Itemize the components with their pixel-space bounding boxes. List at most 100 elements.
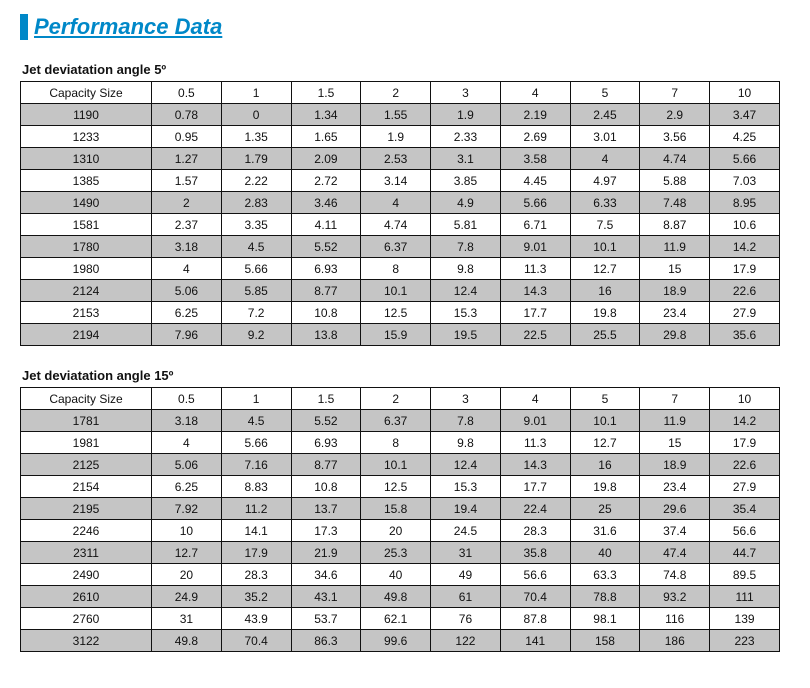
table-row: 27603143.953.762.17687.898.1116139 bbox=[21, 608, 780, 630]
table-cell: 2760 bbox=[21, 608, 152, 630]
table-cell: 3.14 bbox=[361, 170, 431, 192]
table-cell: 25.5 bbox=[570, 324, 640, 346]
table-cell: 35.2 bbox=[221, 586, 291, 608]
table-cell: 63.3 bbox=[570, 564, 640, 586]
table-cell: 1385 bbox=[21, 170, 152, 192]
table-cell: 2194 bbox=[21, 324, 152, 346]
table-cell: 10.1 bbox=[361, 280, 431, 302]
table-cell: 20 bbox=[361, 520, 431, 542]
table-cell: 11.9 bbox=[640, 236, 710, 258]
table-cell: 2.45 bbox=[570, 104, 640, 126]
table-cell: 12.4 bbox=[431, 454, 501, 476]
table-cell: 29.6 bbox=[640, 498, 710, 520]
table-cell: 8.87 bbox=[640, 214, 710, 236]
table-cell: 5.85 bbox=[221, 280, 291, 302]
table-cell: 1581 bbox=[21, 214, 152, 236]
column-header: 10 bbox=[710, 388, 780, 410]
table-label: Jet deviatation angle 15º bbox=[22, 368, 790, 383]
table-cell: 12.5 bbox=[361, 302, 431, 324]
table-cell: 49 bbox=[431, 564, 501, 586]
table-cell: 139 bbox=[710, 608, 780, 630]
table-cell: 23.4 bbox=[640, 476, 710, 498]
table-row: 12330.951.351.651.92.332.693.013.564.25 bbox=[21, 126, 780, 148]
table-cell: 17.7 bbox=[500, 302, 570, 324]
table-cell: 17.7 bbox=[500, 476, 570, 498]
table-cell: 2124 bbox=[21, 280, 152, 302]
table-cell: 10.8 bbox=[291, 302, 361, 324]
table-cell: 2154 bbox=[21, 476, 152, 498]
table-cell: 22.6 bbox=[710, 280, 780, 302]
table-cell: 5.66 bbox=[221, 258, 291, 280]
table-cell: 56.6 bbox=[500, 564, 570, 586]
table-cell: 49.8 bbox=[152, 630, 222, 652]
table-cell: 3.47 bbox=[710, 104, 780, 126]
table-cell: 4.9 bbox=[431, 192, 501, 214]
table-cell: 4.5 bbox=[221, 236, 291, 258]
table-cell: 22.5 bbox=[500, 324, 570, 346]
table-cell: 8.83 bbox=[221, 476, 291, 498]
table-cell: 1780 bbox=[21, 236, 152, 258]
table-row: 21947.969.213.815.919.522.525.529.835.6 bbox=[21, 324, 780, 346]
table-cell: 1.9 bbox=[361, 126, 431, 148]
table-cell: 70.4 bbox=[221, 630, 291, 652]
table-cell: 7.8 bbox=[431, 410, 501, 432]
table-cell: 8.77 bbox=[291, 280, 361, 302]
table-cell: 87.8 bbox=[500, 608, 570, 630]
table-cell: 6.25 bbox=[152, 302, 222, 324]
table-cell: 47.4 bbox=[640, 542, 710, 564]
table-cell: 8.77 bbox=[291, 454, 361, 476]
table-cell: 19.8 bbox=[570, 302, 640, 324]
table-row: 21255.067.168.7710.112.414.31618.922.6 bbox=[21, 454, 780, 476]
table-cell: 27.9 bbox=[710, 476, 780, 498]
table-cell: 17.3 bbox=[291, 520, 361, 542]
table-cell: 2.33 bbox=[431, 126, 501, 148]
table-cell: 13.8 bbox=[291, 324, 361, 346]
table-cell: 18.9 bbox=[640, 280, 710, 302]
table-cell: 3.18 bbox=[152, 410, 222, 432]
table-cell: 35.8 bbox=[500, 542, 570, 564]
table-cell: 43.1 bbox=[291, 586, 361, 608]
table-cell: 11.9 bbox=[640, 410, 710, 432]
table-cell: 158 bbox=[570, 630, 640, 652]
table-cell: 1.27 bbox=[152, 148, 222, 170]
table-row: 21245.065.858.7710.112.414.31618.922.6 bbox=[21, 280, 780, 302]
table-cell: 5.81 bbox=[431, 214, 501, 236]
table-cell: 19.4 bbox=[431, 498, 501, 520]
table-cell: 99.6 bbox=[361, 630, 431, 652]
table-cell: 28.3 bbox=[500, 520, 570, 542]
table-cell: 16 bbox=[570, 280, 640, 302]
column-header: 1.5 bbox=[291, 82, 361, 104]
table-cell: 74.8 bbox=[640, 564, 710, 586]
table-cell: 4 bbox=[570, 148, 640, 170]
column-header: 3 bbox=[431, 388, 501, 410]
column-header: 1.5 bbox=[291, 388, 361, 410]
table-cell: 2195 bbox=[21, 498, 152, 520]
table-cell: 7.48 bbox=[640, 192, 710, 214]
table-cell: 44.7 bbox=[710, 542, 780, 564]
table-cell: 17.9 bbox=[710, 432, 780, 454]
table-cell: 25.3 bbox=[361, 542, 431, 564]
table-row: 11900.7801.341.551.92.192.452.93.47 bbox=[21, 104, 780, 126]
table-cell: 31 bbox=[431, 542, 501, 564]
table-row: 231112.717.921.925.33135.84047.444.7 bbox=[21, 542, 780, 564]
table-cell: 9.8 bbox=[431, 432, 501, 454]
table-cell: 40 bbox=[570, 542, 640, 564]
table-cell: 25 bbox=[570, 498, 640, 520]
table-cell: 2153 bbox=[21, 302, 152, 324]
table-cell: 53.7 bbox=[291, 608, 361, 630]
table-row: 21546.258.8310.812.515.317.719.823.427.9 bbox=[21, 476, 780, 498]
table-cell: 11.2 bbox=[221, 498, 291, 520]
table-cell: 2490 bbox=[21, 564, 152, 586]
table-label: Jet deviatation angle 5º bbox=[22, 62, 790, 77]
table-cell: 2.22 bbox=[221, 170, 291, 192]
table-cell: 62.1 bbox=[361, 608, 431, 630]
table-cell: 4.74 bbox=[361, 214, 431, 236]
table-cell: 6.37 bbox=[361, 410, 431, 432]
column-header: 0.5 bbox=[152, 388, 222, 410]
table-cell: 2246 bbox=[21, 520, 152, 542]
table-cell: 2.69 bbox=[500, 126, 570, 148]
table-cell: 8 bbox=[361, 432, 431, 454]
column-header: 2 bbox=[361, 388, 431, 410]
column-header: 0.5 bbox=[152, 82, 222, 104]
table-cell: 1980 bbox=[21, 258, 152, 280]
